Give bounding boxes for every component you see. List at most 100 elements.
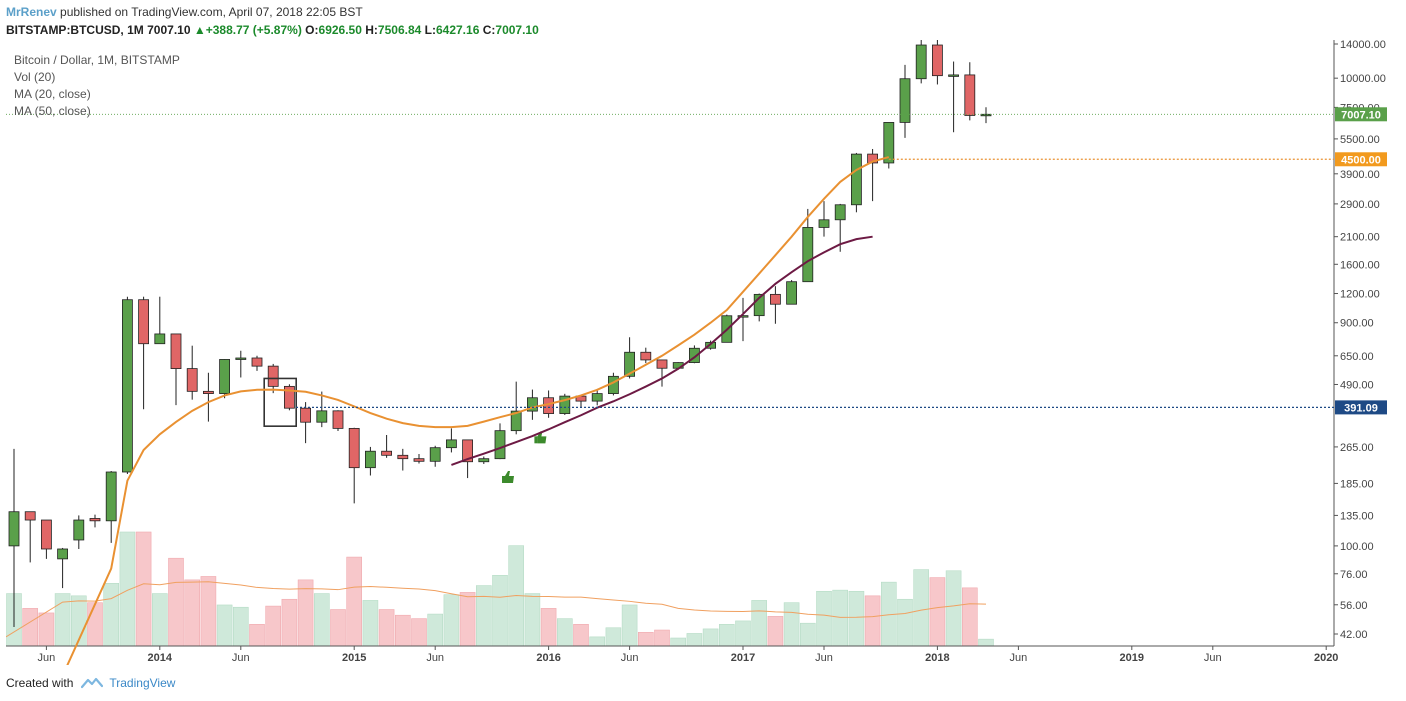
candle-body	[154, 333, 166, 345]
volume-bar	[168, 557, 184, 647]
ma20-badge-text: 4500.00	[1341, 154, 1381, 166]
candle-body	[41, 519, 52, 550]
volume-bar	[313, 593, 330, 647]
candle-body	[413, 458, 425, 462]
candle-body	[445, 439, 457, 449]
volume-bar	[702, 628, 719, 647]
quote-bar: BITSTAMP:BTCUSD, 1M 7007.10 ▲+388.77 (+5…	[6, 22, 539, 38]
candle-body	[138, 299, 150, 345]
volume-bar	[281, 598, 298, 647]
high-label: H:	[365, 23, 378, 37]
price-tick-label: 14000.00	[1340, 40, 1386, 51]
volume-bar	[913, 569, 930, 647]
candle-body	[24, 511, 36, 521]
volume-bar	[119, 531, 136, 647]
candle-body	[348, 427, 360, 469]
thumbs-up-icon	[502, 470, 514, 483]
candle-body	[170, 333, 182, 369]
price-tick-label: 10000.00	[1340, 73, 1386, 85]
time-tick-label: Jun	[621, 652, 639, 664]
thumb-part	[537, 431, 547, 444]
open-label: O:	[305, 23, 319, 37]
time-tick-label: 2018	[925, 652, 949, 664]
chart-area[interactable]: 14000.0010000.007500.005500.003900.00290…	[6, 40, 1400, 665]
time-tick-label: Jun	[815, 652, 833, 664]
candle-body	[640, 351, 652, 361]
candle-body	[818, 219, 830, 228]
volume-bar	[233, 606, 249, 647]
volume-bar	[135, 531, 152, 647]
volume-bar	[897, 598, 913, 647]
volume-bar	[378, 609, 395, 647]
volume-bar	[38, 612, 55, 647]
price-tick-label: 5500.00	[1340, 134, 1380, 146]
price-tick-label: 265.00	[1340, 442, 1374, 454]
volume-bar	[152, 593, 168, 647]
candle-body	[332, 410, 344, 429]
price-tick-label: 1200.00	[1340, 289, 1380, 301]
thumb-part	[534, 436, 538, 444]
volume-bar	[961, 587, 978, 647]
candle-body	[478, 458, 490, 463]
support-badge-bg	[1335, 400, 1387, 415]
candle-body	[251, 357, 263, 367]
candle-body	[235, 357, 247, 360]
ma20-badge: 4500.00	[1335, 152, 1387, 167]
time-tick-label: 2016	[536, 652, 560, 664]
price-tick-label: 3900.00	[1340, 169, 1380, 181]
volume-layer	[6, 531, 994, 647]
candle-body	[267, 365, 279, 387]
tradingview-link[interactable]: TradingView	[109, 676, 176, 690]
volume-bar	[22, 608, 39, 647]
legend-symbol: Bitcoin / Dollar, 1M, BITSTAMP	[14, 53, 180, 67]
price-axis: 14000.0010000.007500.005500.003900.00290…	[6, 40, 1387, 647]
author-link[interactable]: MrRenev	[6, 5, 57, 19]
time-tick-label: 2019	[1120, 652, 1144, 664]
time-tick-label: 2014	[148, 652, 173, 664]
volume-bar	[346, 556, 363, 647]
volume-bar	[848, 590, 865, 647]
volume-bar	[265, 605, 282, 647]
moving-averages	[6, 113, 1334, 665]
volume-bar	[524, 593, 541, 647]
thumb-part	[502, 475, 505, 483]
price-tick-label: 900.00	[1340, 318, 1374, 330]
candle-body	[867, 153, 878, 164]
candle-body	[770, 293, 781, 305]
candle-body	[219, 359, 231, 394]
candle-body	[429, 447, 441, 462]
tradingview-logo-icon	[81, 677, 104, 689]
candle-body	[559, 395, 571, 414]
candle-body	[186, 368, 198, 392]
candle-body	[705, 341, 716, 349]
volume-bar	[686, 633, 703, 647]
price-tick-label: 1600.00	[1340, 259, 1380, 271]
volume-bar	[427, 613, 444, 647]
volume-bar	[718, 624, 735, 647]
price-tick-label: 2900.00	[1340, 199, 1380, 211]
price-tick-label: 42.00	[1340, 629, 1368, 641]
volume-bar	[589, 636, 606, 647]
volume-bar	[945, 570, 962, 647]
volume-bar	[637, 632, 654, 647]
change-value: +388.77 (+5.87%)	[205, 23, 302, 37]
candle-body	[591, 393, 603, 402]
candle-body	[786, 281, 797, 305]
time-tick-label: Jun	[232, 652, 250, 664]
created-with-text: Created with	[6, 676, 74, 690]
volume-bar	[735, 620, 751, 647]
volume-bar	[103, 582, 119, 647]
last-price-badge-bg	[1335, 107, 1387, 122]
candle-body	[73, 519, 85, 541]
publish-bar: MrRenev published on TradingView.com, Ap…	[6, 4, 363, 20]
volume-bar	[216, 604, 233, 647]
candle-body	[737, 315, 749, 318]
price-chart[interactable]: 14000.0010000.007500.005500.003900.00290…	[6, 40, 1400, 665]
last-price-badge-text: 7007.10	[1341, 109, 1381, 121]
volume-bar	[978, 638, 994, 647]
volume-bar	[443, 594, 460, 647]
volume-bar	[330, 609, 346, 647]
ma20-badge-bg	[1335, 152, 1387, 167]
price-tick-label: 650.00	[1340, 351, 1374, 363]
candle-body	[915, 44, 927, 80]
